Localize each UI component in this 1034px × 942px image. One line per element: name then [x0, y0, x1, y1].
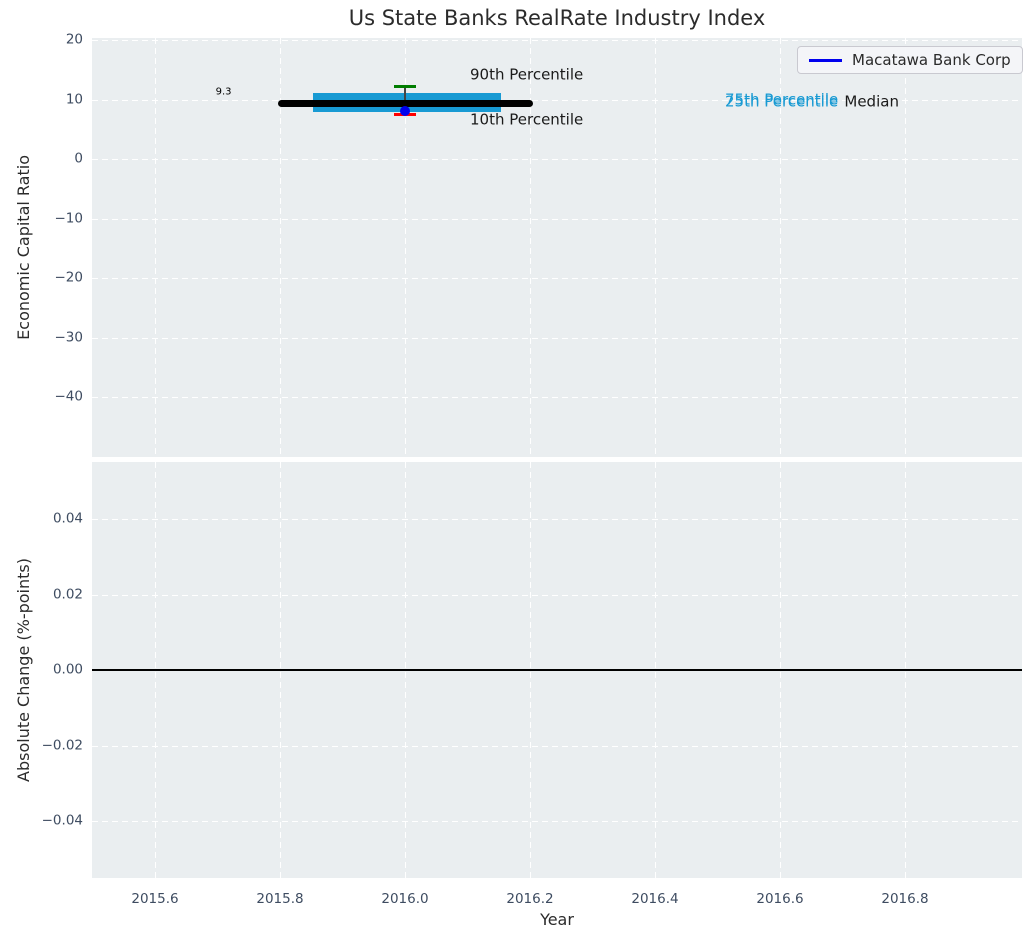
y-tick-label: −0.04	[41, 812, 83, 829]
annotation: 25th Percentile	[725, 92, 839, 111]
horizontal-gridline	[92, 821, 1022, 822]
horizontal-gridline	[92, 397, 1022, 398]
vertical-gridline	[530, 38, 531, 457]
y-tick-label: −20	[54, 269, 84, 286]
vertical-gridline	[655, 38, 656, 457]
vertical-gridline	[280, 38, 281, 457]
horizontal-gridline	[92, 218, 1022, 220]
x-tick-label: 2015.8	[256, 891, 304, 907]
vertical-gridline	[155, 38, 156, 457]
whisker-line	[404, 86, 406, 114]
annotation: 75th Percentile	[725, 90, 839, 109]
vertical-gridline	[905, 38, 906, 457]
x-tick-label: 2015.6	[131, 891, 179, 907]
y-tick-label: 0	[74, 150, 83, 167]
y-tick-label: 10	[65, 91, 83, 108]
y-tick-label: −10	[54, 210, 84, 227]
y-tick-label: −40	[54, 388, 84, 405]
zero-reference-line	[92, 669, 1022, 671]
legend: Macatawa Bank Corp	[797, 46, 1023, 74]
horizontal-gridline	[92, 99, 1022, 101]
horizontal-gridline	[92, 40, 1022, 41]
legend-line-swatch	[809, 58, 842, 62]
horizontal-gridline	[92, 594, 1022, 596]
annotation: 10th Percentile	[470, 110, 584, 129]
legend-label: Macatawa Bank Corp	[852, 51, 1011, 69]
top-y-axis-label-wrap: Economic Capital Ratio	[10, 38, 36, 457]
x-tick-label: 2016.0	[381, 891, 429, 907]
median-line	[278, 100, 534, 108]
annotation: Median	[844, 92, 899, 111]
top-y-axis-label: Economic Capital Ratio	[13, 155, 33, 340]
x-tick-label: 2016.4	[631, 891, 679, 907]
company-data-point	[400, 105, 410, 116]
horizontal-gridline	[92, 745, 1022, 747]
y-tick-label: −30	[54, 329, 84, 346]
chart-title: Us State Banks RealRate Industry Index	[348, 6, 766, 30]
bottom-plot-area: 2015.6 2015.8 2016.0 2016.2 2016.4 2016.6 2016…	[42, 462, 1022, 907]
y-tick-label: 0.02	[52, 586, 83, 603]
horizontal-gridline	[92, 337, 1022, 339]
x-tick-label: 2016.8	[881, 891, 929, 907]
x-axis-label: Year	[540, 910, 574, 929]
annotation: 9.3	[215, 86, 232, 98]
annotation: 90th Percentile	[470, 65, 584, 84]
x-tick-label: 2016.6	[756, 891, 804, 907]
vertical-gridline	[780, 38, 781, 457]
y-tick-label: 0.04	[52, 510, 83, 527]
horizontal-gridline	[92, 278, 1022, 279]
bottom-y-axis-label-wrap: Absolute Change (%-points)	[10, 462, 36, 878]
horizontal-gridline	[92, 519, 1022, 520]
top-plot-area: 20 10 0 −10 −20 −30 −40 9.3 90th Percentile 10th …	[55, 32, 1022, 457]
bottom-y-axis-label: Absolute Change (%-points)	[13, 558, 33, 782]
y-tick-label: −0.02	[41, 737, 83, 754]
whisker-cap-90th-percentile	[394, 84, 416, 88]
vertical-gridline	[405, 38, 406, 457]
x-tick-label: 2016.2	[506, 891, 554, 907]
y-tick-label: 0.00	[52, 661, 83, 678]
y-tick-label: 20	[65, 31, 83, 48]
horizontal-gridline	[92, 159, 1022, 160]
